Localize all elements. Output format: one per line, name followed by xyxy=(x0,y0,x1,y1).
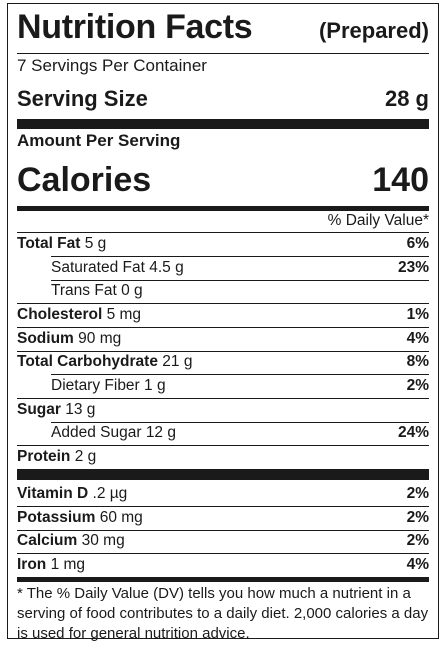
vitamin-row-calcium: Calcium 30 mg 2% xyxy=(17,532,429,552)
vitamin-name: Potassium xyxy=(17,509,96,526)
daily-value-header-label: % Daily Value* xyxy=(327,212,429,229)
vitamin-name: Iron xyxy=(17,556,47,573)
vitamin-row-vitamin-d: Vitamin D .2 µg 2% xyxy=(17,485,429,505)
servings-per-container: 7 Servings Per Container xyxy=(17,56,207,75)
vitamin-dv: 2% xyxy=(406,509,429,526)
divider xyxy=(17,445,429,446)
label-title: Nutrition Facts xyxy=(17,8,253,46)
nutrient-row-total-fat: Total Fat 5 g 6% xyxy=(17,235,429,255)
amount-per-serving: Amount Per Serving xyxy=(17,131,429,151)
servings-row: 7 Servings Per Container xyxy=(17,56,429,76)
calories-row: Calories 140 xyxy=(17,161,429,200)
vitamin-row-iron: Iron 1 mg 4% xyxy=(17,556,429,576)
nutrient-amount: 0 g xyxy=(121,282,143,299)
calories-label: Calories xyxy=(17,161,152,199)
divider xyxy=(17,53,429,54)
calories-value: 140 xyxy=(372,161,429,199)
divider xyxy=(51,374,429,375)
nutrient-amount: 4.5 g xyxy=(149,259,184,276)
nutrient-amount: 2 g xyxy=(74,448,97,465)
divider xyxy=(17,351,429,352)
title-row: Nutrition Facts (Prepared) xyxy=(17,8,429,47)
nutrient-row-protein: Protein 2 g xyxy=(17,448,429,468)
nutrient-dv: 4% xyxy=(406,330,429,347)
nutrient-amount: 12 g xyxy=(145,424,176,441)
vitamin-amount: .2 µg xyxy=(92,485,128,502)
footnote: * The % Daily Value (DV) tells you how m… xyxy=(17,585,429,642)
divider xyxy=(51,422,429,423)
nutrient-row-dietary-fiber: Dietary Fiber 1 g 2% xyxy=(17,377,429,397)
nutrient-name: Saturated Fat xyxy=(51,259,145,276)
label-content: Nutrition Facts (Prepared) 7 Servings Pe… xyxy=(17,4,429,642)
nutrient-dv: 1% xyxy=(406,306,429,323)
medium-divider xyxy=(17,206,429,211)
nutrient-amount: 21 g xyxy=(162,353,193,370)
divider xyxy=(17,232,429,233)
divider xyxy=(17,530,429,531)
nutrient-name: Sodium xyxy=(17,330,74,347)
nutrient-row-total-carbohydrate: Total Carbohydrate 21 g 8% xyxy=(17,353,429,373)
nutrient-name: Trans Fat xyxy=(51,282,117,299)
nutrient-row-sodium: Sodium 90 mg 4% xyxy=(17,330,429,350)
divider xyxy=(17,553,429,554)
nutrient-amount: 5 mg xyxy=(106,306,142,323)
divider xyxy=(17,303,429,304)
amount-per-serving-label: Amount Per Serving xyxy=(17,131,181,150)
vitamin-dv: 2% xyxy=(406,532,429,549)
vitamin-name: Vitamin D xyxy=(17,485,89,502)
vitamin-amount: 60 mg xyxy=(99,509,143,526)
divider xyxy=(17,506,429,507)
divider xyxy=(17,327,429,328)
nutrient-row-cholesterol: Cholesterol 5 mg 1% xyxy=(17,306,429,326)
nutrient-row-added-sugar: Added Sugar 12 g 24% xyxy=(17,424,429,444)
serving-size-row: Serving Size 28 g xyxy=(17,86,429,112)
divider xyxy=(51,280,429,281)
vitamin-amount: 1 mg xyxy=(50,556,86,573)
nutrient-row-saturated-fat: Saturated Fat 4.5 g 23% xyxy=(17,259,429,279)
nutrient-amount: 5 g xyxy=(84,235,107,252)
vitamin-row-potassium: Potassium 60 mg 2% xyxy=(17,509,429,529)
nutrient-dv: 6% xyxy=(406,235,429,252)
thick-divider xyxy=(17,469,429,480)
daily-value-header: % Daily Value* xyxy=(17,212,429,230)
thick-divider xyxy=(17,119,429,129)
label-subtitle: (Prepared) xyxy=(318,18,429,43)
nutrient-dv: 2% xyxy=(406,377,429,394)
nutrient-name: Sugar xyxy=(17,401,61,418)
nutrient-name: Added Sugar xyxy=(51,424,142,441)
nutrient-amount: 13 g xyxy=(65,401,96,418)
serving-size-value: 28 g xyxy=(384,86,429,111)
nutrition-facts-label: Nutrition Facts (Prepared) 7 Servings Pe… xyxy=(7,3,439,642)
serving-size-label: Serving Size xyxy=(17,86,148,111)
nutrient-row-sugar: Sugar 13 g xyxy=(17,401,429,421)
divider xyxy=(51,256,429,257)
nutrient-name: Cholesterol xyxy=(17,306,103,323)
medium-divider xyxy=(17,577,429,582)
nutrient-dv: 8% xyxy=(406,353,429,370)
nutrient-name: Dietary Fiber xyxy=(51,377,140,394)
vitamin-dv: 4% xyxy=(406,556,429,573)
nutrient-name: Total Fat xyxy=(17,235,81,252)
nutrient-amount: 1 g xyxy=(144,377,166,394)
nutrient-name: Protein xyxy=(17,448,71,465)
vitamin-dv: 2% xyxy=(406,485,429,502)
nutrient-dv: 23% xyxy=(397,259,429,276)
nutrient-dv: 24% xyxy=(397,424,429,441)
nutrient-row-trans-fat: Trans Fat 0 g xyxy=(17,282,429,302)
nutrient-name: Total Carbohydrate xyxy=(17,353,158,370)
vitamin-name: Calcium xyxy=(17,532,78,549)
divider xyxy=(17,398,429,399)
nutrient-amount: 90 mg xyxy=(78,330,122,347)
vitamin-amount: 30 mg xyxy=(81,532,125,549)
